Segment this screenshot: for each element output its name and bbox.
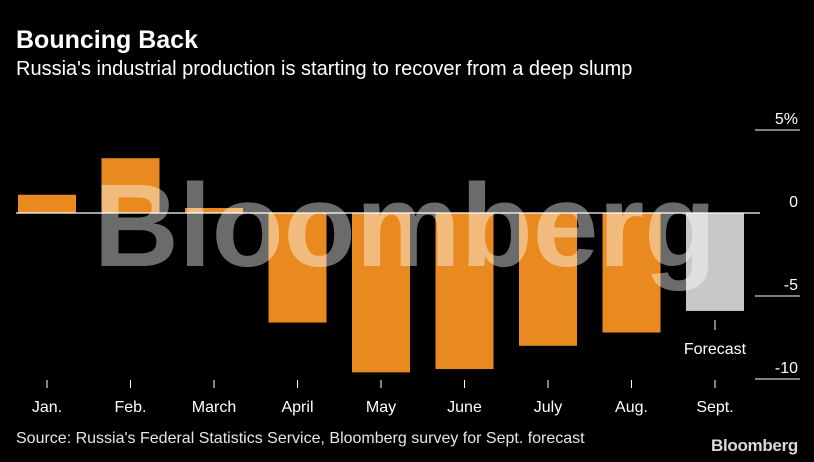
bar-aug [602,213,661,333]
x-tick-label: March [192,399,236,416]
x-tick-label: May [366,399,396,416]
bar-july [519,213,577,346]
source-note: Source: Russia's Federal Statistics Serv… [16,430,585,447]
y-tick-label: 0 [789,194,798,211]
bar-may [352,213,410,373]
x-tick-label: June [447,399,482,416]
x-tick-label: Jan. [32,399,62,416]
bar-feb [101,158,160,213]
bar-march [185,208,243,213]
x-tick-label: Sept. [696,399,733,416]
chart-title: Bouncing Back [16,26,198,54]
bar-june [435,213,494,370]
chart-subtitle: Russia's industrial production is starti… [16,58,633,80]
x-tick-label: July [534,399,562,416]
bar-jan [18,194,76,213]
y-tick-label: 5% [775,111,798,128]
x-tick-label: Aug. [615,399,648,416]
bar-sept [686,213,744,311]
y-tick-label: -5 [784,277,798,294]
bar-april [268,213,327,323]
forecast-annotation: Forecast [684,341,747,358]
bloomberg-logo: Bloomberg [710,436,798,455]
x-tick-label: Feb. [114,399,146,416]
y-tick-label: -10 [775,360,798,377]
watermark-text: Bloomberg [94,160,717,292]
x-tick-label: April [281,399,313,416]
